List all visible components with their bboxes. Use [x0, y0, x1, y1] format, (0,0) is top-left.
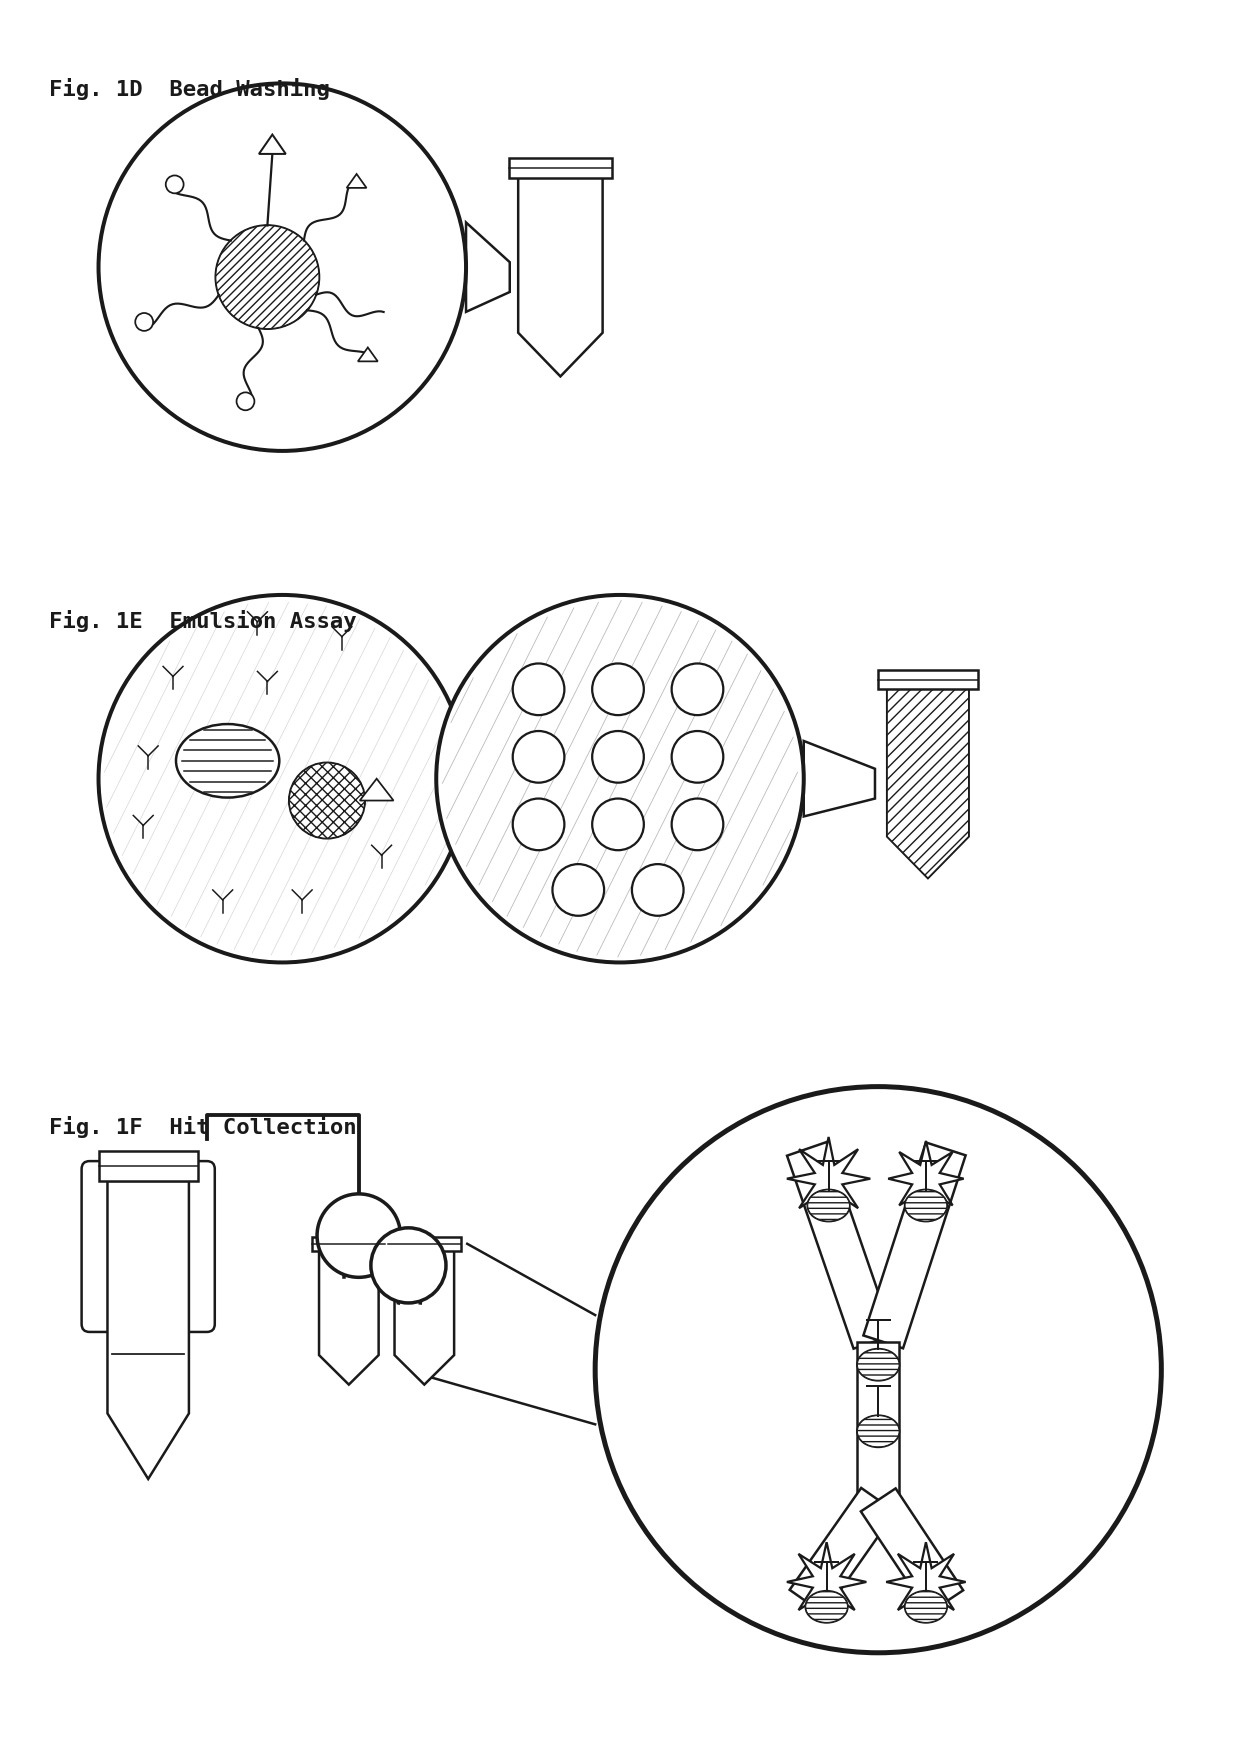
Ellipse shape	[857, 1349, 899, 1380]
Polygon shape	[887, 689, 968, 878]
Polygon shape	[388, 1238, 461, 1250]
Ellipse shape	[857, 1416, 899, 1447]
Polygon shape	[508, 159, 611, 178]
Polygon shape	[861, 1488, 963, 1613]
Circle shape	[98, 83, 466, 451]
Circle shape	[98, 594, 466, 963]
Ellipse shape	[807, 1190, 849, 1222]
FancyBboxPatch shape	[82, 1162, 215, 1333]
Polygon shape	[888, 1141, 963, 1216]
Circle shape	[595, 1086, 1162, 1652]
Circle shape	[593, 732, 644, 783]
Polygon shape	[863, 1142, 966, 1349]
Text: Fig. 1D  Bead Washing: Fig. 1D Bead Washing	[48, 78, 330, 100]
Polygon shape	[371, 1199, 401, 1298]
Polygon shape	[878, 670, 977, 689]
Circle shape	[512, 732, 564, 783]
Circle shape	[593, 663, 644, 716]
Ellipse shape	[905, 1592, 947, 1622]
Ellipse shape	[806, 1592, 847, 1622]
Ellipse shape	[176, 725, 279, 797]
Circle shape	[216, 226, 319, 328]
Circle shape	[512, 799, 564, 850]
Polygon shape	[887, 689, 968, 878]
Circle shape	[593, 799, 644, 850]
Ellipse shape	[905, 1190, 947, 1222]
Circle shape	[672, 732, 723, 783]
Polygon shape	[358, 347, 378, 361]
Polygon shape	[347, 175, 367, 189]
Polygon shape	[787, 1137, 870, 1220]
Polygon shape	[787, 1543, 867, 1622]
Circle shape	[436, 594, 804, 963]
Circle shape	[289, 763, 365, 837]
Circle shape	[216, 226, 319, 328]
Polygon shape	[312, 1238, 386, 1250]
Ellipse shape	[857, 1416, 899, 1447]
Polygon shape	[804, 740, 875, 816]
Circle shape	[672, 799, 723, 850]
Circle shape	[512, 663, 564, 716]
Polygon shape	[518, 178, 603, 377]
Polygon shape	[394, 1250, 454, 1384]
Polygon shape	[887, 1543, 966, 1622]
Circle shape	[166, 176, 184, 194]
Ellipse shape	[905, 1592, 947, 1622]
Polygon shape	[787, 1142, 893, 1349]
Circle shape	[553, 864, 604, 915]
Polygon shape	[360, 779, 393, 800]
Text: Fig. 1E  Emulsion Assay: Fig. 1E Emulsion Assay	[48, 610, 356, 631]
Text: Fig. 1F  Hit Collection: Fig. 1F Hit Collection	[48, 1116, 356, 1139]
Circle shape	[632, 864, 683, 915]
Polygon shape	[790, 1488, 895, 1613]
Polygon shape	[98, 1151, 198, 1181]
Ellipse shape	[806, 1592, 847, 1622]
Polygon shape	[259, 134, 285, 153]
Polygon shape	[466, 222, 510, 312]
Polygon shape	[436, 740, 466, 816]
Polygon shape	[857, 1342, 899, 1500]
Polygon shape	[319, 1250, 378, 1384]
Ellipse shape	[905, 1190, 947, 1222]
Circle shape	[371, 1227, 446, 1303]
Circle shape	[289, 763, 365, 837]
Circle shape	[317, 1194, 401, 1278]
Polygon shape	[108, 1181, 188, 1479]
Circle shape	[672, 663, 723, 716]
Circle shape	[135, 314, 153, 331]
Ellipse shape	[807, 1190, 849, 1222]
Ellipse shape	[857, 1349, 899, 1380]
Circle shape	[237, 393, 254, 411]
